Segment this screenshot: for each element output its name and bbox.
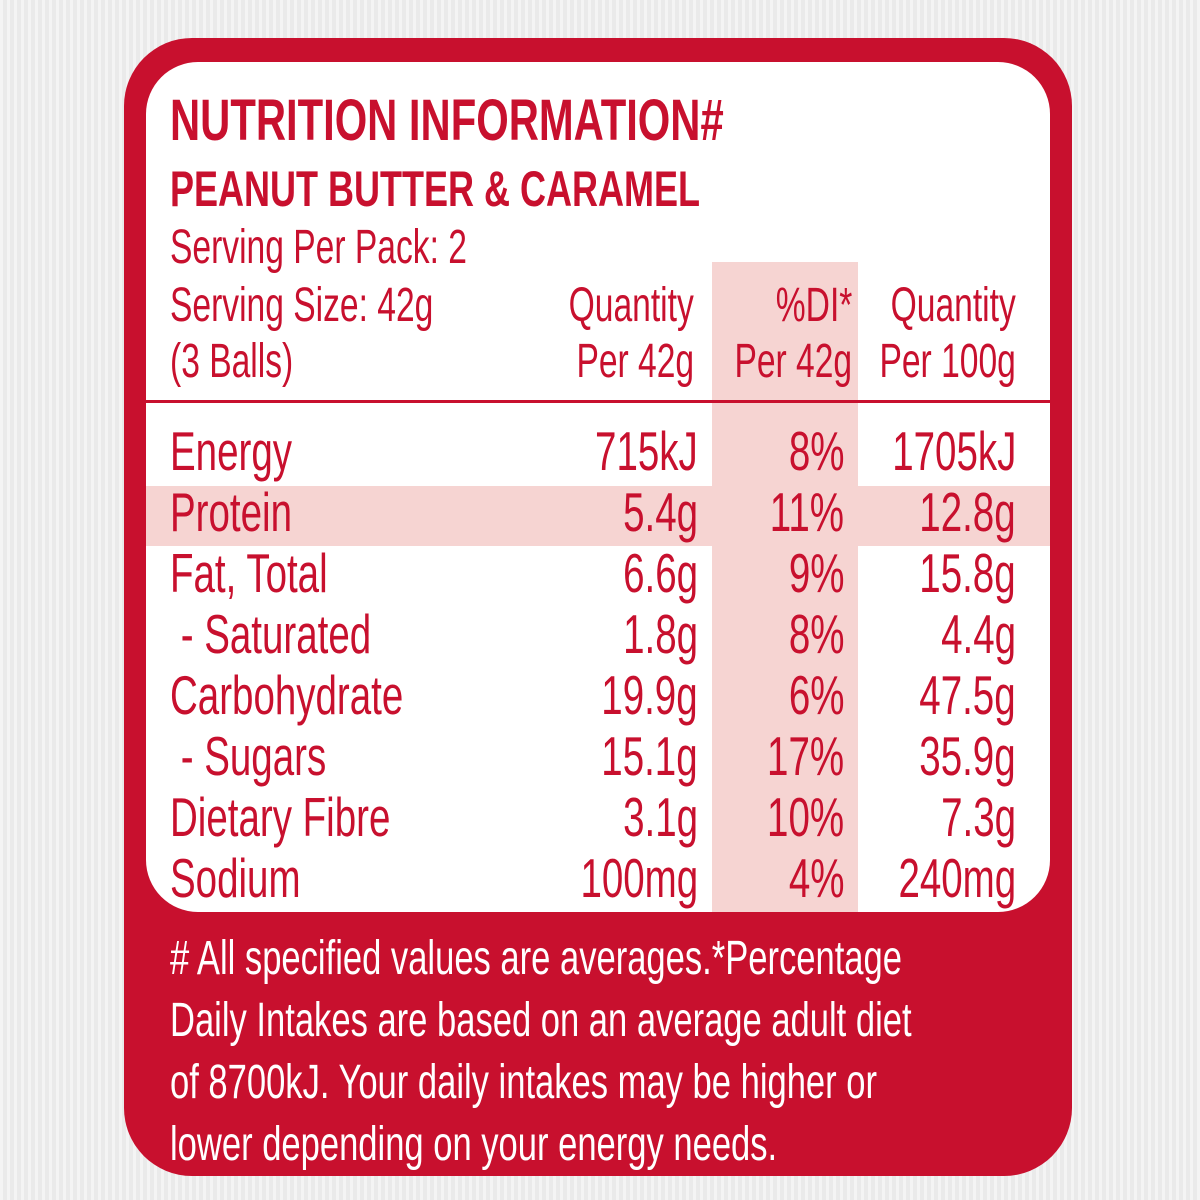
nutrient-name: Dietary Fibre (170, 786, 391, 848)
nutrition-panel: NUTRITION INFORMATION# PEANUT BUTTER & C… (124, 38, 1072, 1176)
percent-daily-intake: 8% (788, 603, 844, 665)
qty-per-100g: 4.4g (941, 603, 1016, 665)
nutrient-name: Energy (170, 420, 292, 482)
header-qty-100g-line2: Per 100g (879, 335, 1016, 388)
header-qty-100g-line1: Quantity (890, 279, 1016, 332)
percent-daily-intake: 6% (788, 664, 844, 726)
nutrient-name: Sodium (170, 847, 301, 909)
qty-per-100g: 12.8g (919, 481, 1016, 543)
qty-per-100g: 47.5g (919, 664, 1016, 726)
qty-per-serving: 5.4g (623, 481, 698, 543)
qty-per-serving: 715kJ (595, 420, 698, 482)
nutrient-name: - Saturated (170, 603, 372, 665)
footnote-line: # All specified values are averages.*Per… (170, 932, 902, 985)
percent-daily-intake: 11% (769, 481, 844, 543)
nutrient-name: Carbohydrate (170, 664, 404, 726)
nutrition-table: NUTRITION INFORMATION# PEANUT BUTTER & C… (146, 62, 1050, 912)
serving-size-note: (3 Balls) (170, 335, 294, 388)
qty-per-100g: 7.3g (941, 786, 1016, 848)
qty-per-serving: 6.6g (623, 542, 698, 604)
qty-per-serving: 15.1g (601, 725, 698, 787)
product-name: PEANUT BUTTER & CARAMEL (170, 161, 700, 217)
percent-daily-intake: 9% (788, 542, 844, 604)
qty-per-100g: 240mg (898, 847, 1016, 909)
header-di-line1: %DI* (775, 279, 852, 332)
nutrient-name: Protein (170, 481, 292, 543)
nutrient-name: Fat, Total (170, 542, 328, 604)
qty-per-serving: 1.8g (623, 603, 698, 665)
serving-size: Serving Size: 42g (170, 279, 434, 332)
protein-row-highlight (146, 486, 1050, 546)
header-divider (146, 400, 1050, 403)
footnote-line: of 8700kJ. Your daily intakes may be hig… (170, 1056, 877, 1109)
qty-per-serving: 100mg (580, 847, 698, 909)
footnote: # All specified values are averages.*Per… (170, 928, 1020, 1176)
percent-daily-intake: 4% (788, 847, 844, 909)
footnote-line: lower depending on your energy needs. (170, 1118, 778, 1171)
qty-per-serving: 19.9g (601, 664, 698, 726)
serving-per-pack: Serving Per Pack: 2 (170, 221, 467, 274)
footnote-line: Daily Intakes are based on an average ad… (170, 994, 912, 1047)
panel-title: NUTRITION INFORMATION# (170, 88, 724, 153)
header-qty-serving-line1: Quantity (568, 279, 694, 332)
qty-per-serving: 3.1g (623, 786, 698, 848)
header-qty-serving-line2: Per 42g (576, 335, 694, 388)
percent-daily-intake: 10% (766, 786, 844, 848)
percent-daily-intake: 17% (766, 725, 844, 787)
qty-per-100g: 15.8g (919, 542, 1016, 604)
header-di-line2: Per 42g (734, 335, 852, 388)
qty-per-100g: 1705kJ (891, 420, 1016, 482)
percent-daily-intake: 8% (788, 420, 844, 482)
qty-per-100g: 35.9g (919, 725, 1016, 787)
nutrient-name: - Sugars (170, 725, 327, 787)
di-column-highlight (712, 262, 858, 912)
